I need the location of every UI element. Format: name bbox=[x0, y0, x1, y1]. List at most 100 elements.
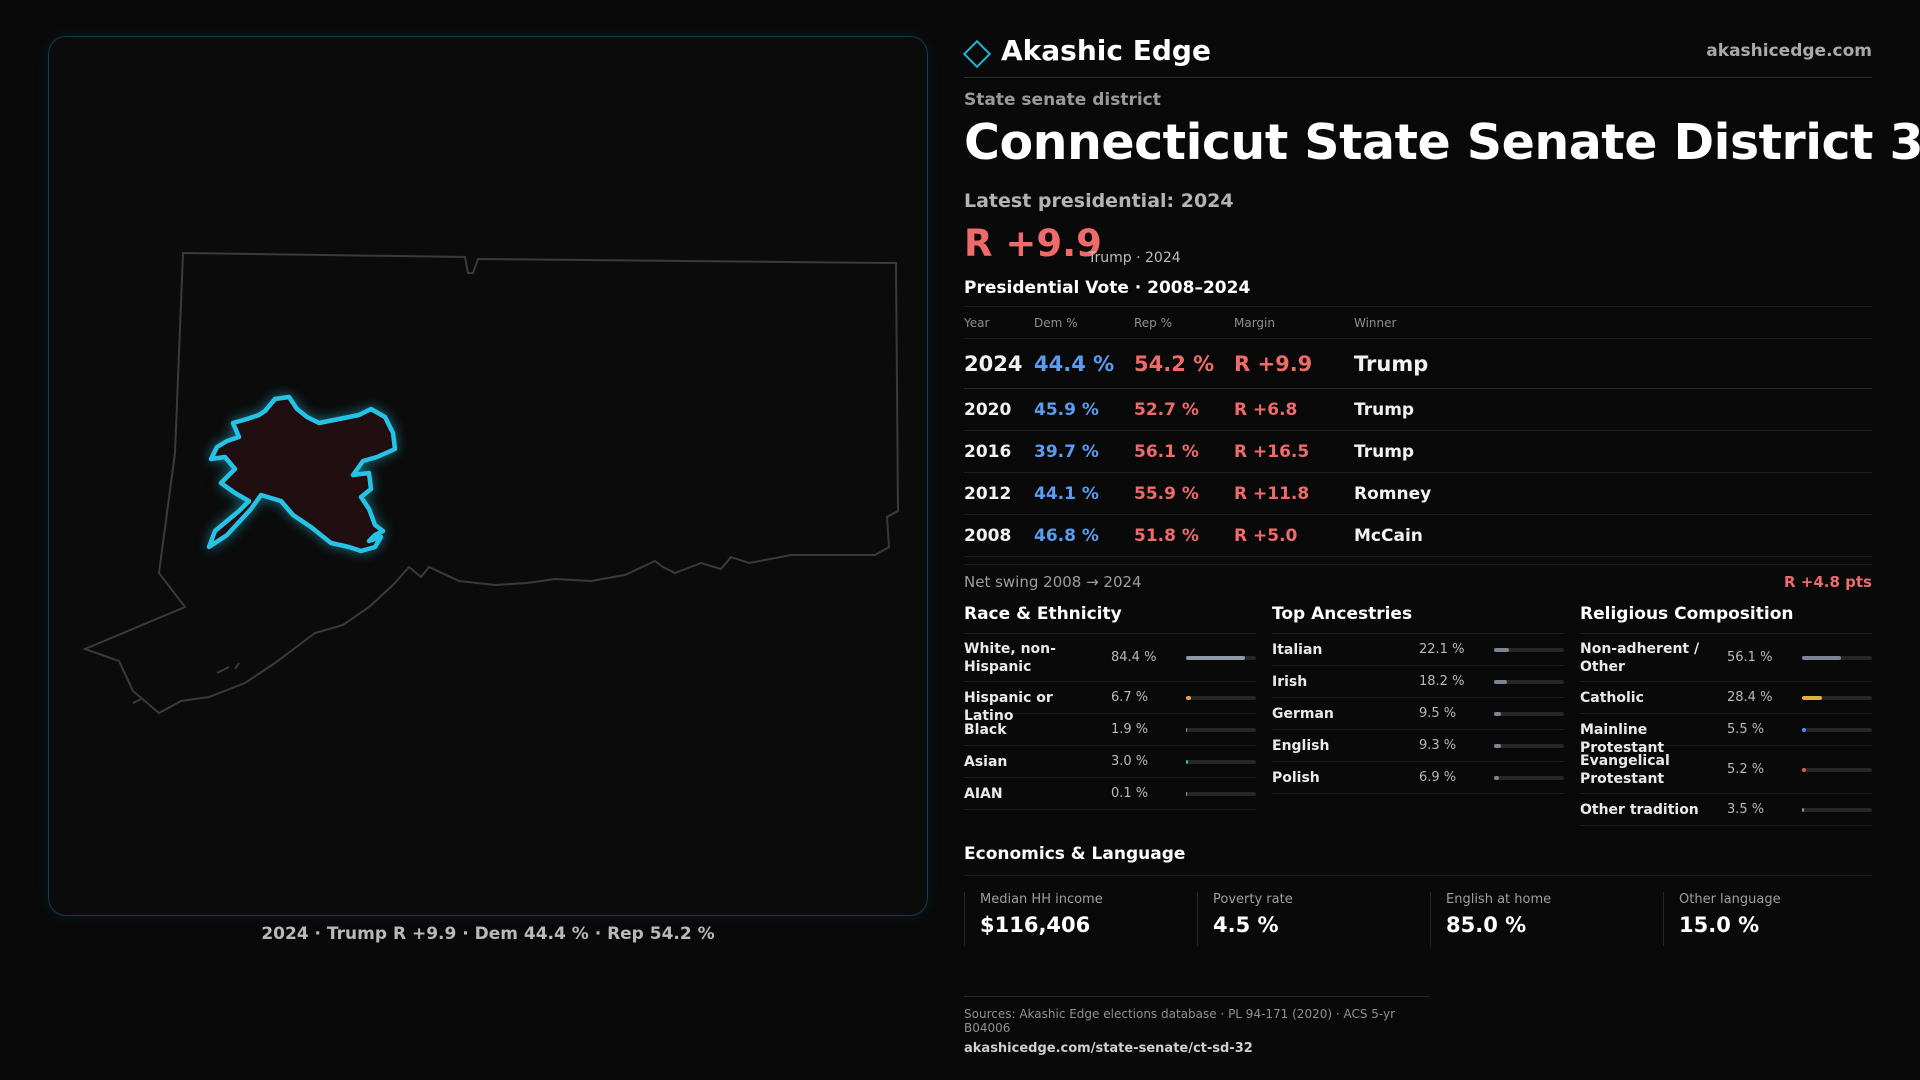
stat-label: English at home bbox=[1446, 892, 1552, 907]
stat-label: Median HH income bbox=[980, 892, 1103, 907]
district-32-shape[interactable] bbox=[206, 394, 398, 554]
row-margin: R +5.0 bbox=[1234, 526, 1298, 546]
ancestries-title: Top Ancestries bbox=[1272, 602, 1564, 634]
bar-value: 28.4 % bbox=[1727, 690, 1773, 705]
bar-fill bbox=[1494, 744, 1501, 748]
bar-fill bbox=[1494, 648, 1510, 652]
bar-track bbox=[1494, 776, 1564, 780]
row-rep: 56.1 % bbox=[1134, 442, 1199, 462]
vote-table-header: Year Dem % Rep % Margin Winner bbox=[964, 307, 1872, 339]
headline-sub: Trump · 2024 bbox=[1088, 250, 1181, 266]
race-title: Race & Ethnicity bbox=[964, 602, 1256, 634]
stat-card: Other language 15.0 % bbox=[1663, 892, 1881, 946]
permalink[interactable]: akashicedge.com/state-senate/ct-sd-32 bbox=[964, 1041, 1253, 1056]
bar-label: White, non-Hispanic bbox=[964, 641, 1056, 675]
bar-fill bbox=[1802, 808, 1805, 812]
table-row: 2008 46.8 % 51.8 % R +5.0 McCain bbox=[964, 515, 1872, 557]
bar-fill bbox=[1494, 680, 1507, 684]
bar-label: Non-adherent / Other bbox=[1580, 641, 1700, 675]
bar-value: 6.7 % bbox=[1111, 690, 1149, 705]
brand-name[interactable]: Akashic Edge bbox=[1001, 34, 1211, 67]
row-dem: 45.9 % bbox=[1034, 400, 1099, 420]
bar-track bbox=[1802, 768, 1872, 772]
bar-label: Irish bbox=[1272, 674, 1308, 690]
latest-presidential: Latest presidential: 2024 bbox=[964, 190, 1234, 212]
bar-track bbox=[1802, 656, 1872, 660]
bar-value: 9.5 % bbox=[1419, 706, 1457, 721]
list-item: Catholic 28.4 % bbox=[1580, 682, 1872, 714]
net-swing-label: Net swing 2008 → 2024 bbox=[964, 573, 1142, 591]
stat-card: English at home 85.0 % bbox=[1430, 892, 1648, 946]
bar-value: 6.9 % bbox=[1419, 770, 1457, 785]
bar-value: 3.0 % bbox=[1111, 754, 1149, 769]
vote-table-title: Presidential Vote · 2008–2024 bbox=[964, 278, 1251, 298]
header-bar: Akashic Edge akashicedge.com bbox=[962, 32, 1872, 78]
bar-value: 9.3 % bbox=[1419, 738, 1457, 753]
bar-fill bbox=[1494, 712, 1501, 716]
row-year: 2008 bbox=[964, 526, 1012, 546]
row-winner: Romney bbox=[1354, 484, 1432, 504]
header-winner: Winner bbox=[1354, 316, 1397, 330]
coast-islands bbox=[132, 662, 240, 704]
row-margin: R +16.5 bbox=[1234, 442, 1310, 462]
list-item: Italian 22.1 % bbox=[1272, 634, 1564, 666]
bar-fill bbox=[1186, 696, 1191, 700]
religion-title: Religious Composition bbox=[1580, 602, 1872, 634]
list-item: English 9.3 % bbox=[1272, 730, 1564, 762]
list-item: Polish 6.9 % bbox=[1272, 762, 1564, 794]
bar-label: Other tradition bbox=[1580, 802, 1699, 818]
bar-label: Hispanic or Latino bbox=[964, 690, 1053, 724]
header-margin: Margin bbox=[1234, 316, 1275, 330]
bar-value: 56.1 % bbox=[1727, 650, 1773, 665]
sources-text: Sources: Akashic Edge elections database… bbox=[964, 1007, 1396, 1035]
diamond-logo-icon bbox=[962, 39, 992, 69]
state-outline bbox=[82, 251, 900, 715]
page-title: Connecticut State Senate District 32 bbox=[964, 114, 1920, 171]
stat-label: Poverty rate bbox=[1213, 892, 1293, 907]
ancestries-section: Top Ancestries Italian 22.1 % Irish 18.2… bbox=[1272, 602, 1564, 794]
header-rep: Rep % bbox=[1134, 316, 1173, 330]
row-rep: 55.9 % bbox=[1134, 484, 1199, 504]
row-dem: 39.7 % bbox=[1034, 442, 1099, 462]
list-item: AIAN 0.1 % bbox=[964, 778, 1256, 810]
map-panel[interactable] bbox=[48, 36, 928, 916]
bar-fill bbox=[1186, 728, 1188, 732]
row-dem: 44.4 % bbox=[1034, 352, 1115, 376]
religion-section: Religious Composition Non-adherent / Oth… bbox=[1580, 602, 1872, 826]
brand-url-link[interactable]: akashicedge.com bbox=[1706, 41, 1872, 61]
row-winner: Trump bbox=[1354, 442, 1415, 462]
list-item: Other tradition 3.5 % bbox=[1580, 794, 1872, 826]
bar-track bbox=[1494, 680, 1564, 684]
row-year: 2024 bbox=[964, 352, 1023, 376]
bar-label: Polish bbox=[1272, 770, 1320, 786]
bar-label: Asian bbox=[964, 754, 1008, 770]
bar-label: Catholic bbox=[1580, 690, 1644, 706]
bar-value: 5.5 % bbox=[1727, 722, 1765, 737]
row-year: 2016 bbox=[964, 442, 1012, 462]
district-map[interactable] bbox=[49, 37, 929, 917]
bar-value: 84.4 % bbox=[1111, 650, 1157, 665]
bar-track bbox=[1802, 728, 1872, 732]
bar-track bbox=[1186, 656, 1256, 660]
list-item: Evangelical Protestant 5.2 % bbox=[1580, 746, 1872, 794]
bar-value: 22.1 % bbox=[1419, 642, 1465, 657]
bar-fill bbox=[1802, 768, 1806, 772]
bar-value: 18.2 % bbox=[1419, 674, 1465, 689]
bar-label: AIAN bbox=[964, 786, 1003, 802]
table-row: 2012 44.1 % 55.9 % R +11.8 Romney bbox=[964, 473, 1872, 515]
row-dem: 44.1 % bbox=[1034, 484, 1099, 504]
row-year: 2012 bbox=[964, 484, 1012, 504]
race-ethnicity-section: Race & Ethnicity White, non-Hispanic 84.… bbox=[964, 602, 1256, 810]
bar-fill bbox=[1186, 760, 1189, 764]
list-item: Hispanic or Latino 6.7 % bbox=[964, 682, 1256, 724]
bar-label: Italian bbox=[1272, 642, 1323, 658]
bar-track bbox=[1186, 760, 1256, 764]
bar-fill bbox=[1494, 776, 1499, 780]
stat-value: 15.0 % bbox=[1679, 913, 1760, 937]
stat-card: Median HH income $116,406 bbox=[964, 892, 1182, 946]
bar-track bbox=[1802, 696, 1872, 700]
map-caption: 2024 · Trump R +9.9 · Dem 44.4 % · Rep 5… bbox=[261, 924, 715, 944]
bar-value: 0.1 % bbox=[1111, 786, 1149, 801]
bar-value: 1.9 % bbox=[1111, 722, 1149, 737]
bar-label: German bbox=[1272, 706, 1334, 722]
